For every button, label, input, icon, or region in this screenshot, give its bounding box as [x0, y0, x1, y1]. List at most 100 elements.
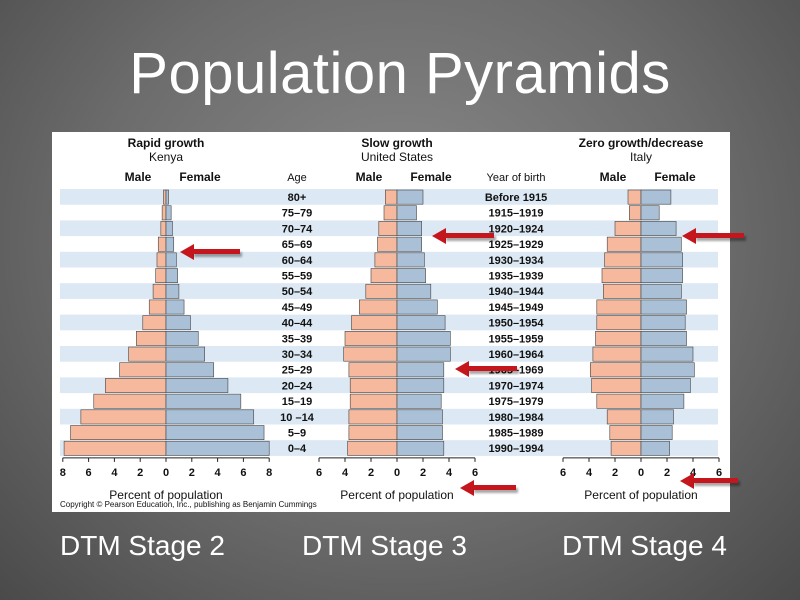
year-label: 1935–1939	[488, 271, 543, 283]
male-bar	[377, 236, 398, 252]
male-bar	[157, 236, 167, 252]
male-bar	[606, 409, 642, 425]
male-bar	[344, 331, 398, 346]
male-bar	[609, 425, 642, 440]
female-bar	[640, 252, 683, 268]
red-arrow-italy-lower	[680, 473, 738, 489]
x-tick-label: 2	[368, 467, 374, 479]
female-bar	[165, 425, 265, 440]
age-label: 65–69	[282, 239, 313, 251]
female-bar	[396, 189, 424, 205]
row-band	[274, 408, 342, 425]
female-bar	[640, 221, 677, 236]
row-band	[274, 377, 342, 394]
year-label: 1940–1944	[488, 286, 544, 298]
x-tick-label: 4	[215, 467, 222, 479]
male-bar	[596, 315, 642, 331]
year-label: 1960–1964	[488, 349, 544, 361]
male-bar	[628, 205, 642, 221]
male-bar	[606, 236, 642, 252]
male-bar	[163, 189, 167, 205]
female-bar	[165, 331, 199, 346]
male-bar	[351, 315, 398, 331]
panel-title: Zero growth/decrease	[579, 136, 704, 150]
female-bar	[640, 393, 685, 409]
female-bar	[396, 362, 445, 378]
male-bar	[348, 409, 398, 425]
year-label: 1950–1954	[488, 318, 544, 330]
row-band	[477, 283, 597, 299]
male-bar	[161, 205, 167, 221]
female-bar	[396, 378, 445, 393]
male-bar	[610, 440, 642, 456]
male-bar	[374, 252, 398, 268]
x-tick-label: 0	[163, 467, 169, 479]
x-tick-label: 6	[716, 467, 722, 479]
row-band	[274, 314, 342, 331]
x-tick-label: 4	[342, 467, 349, 479]
male-bar	[348, 362, 398, 378]
female-bar	[165, 283, 180, 299]
row-band	[274, 189, 342, 205]
female-bar	[165, 393, 242, 409]
age-label: 10 –14	[280, 412, 315, 424]
female-header: Female	[410, 170, 452, 184]
x-tick-label: 8	[266, 467, 272, 479]
male-bar	[136, 331, 167, 346]
male-bar	[614, 221, 642, 236]
row-band	[274, 346, 342, 362]
panel-title: Rapid growth	[128, 136, 205, 150]
male-bar	[596, 299, 642, 315]
female-bar	[165, 189, 169, 205]
age-label: 30–34	[282, 349, 313, 361]
female-bar	[396, 346, 451, 362]
male-header: Male	[125, 170, 152, 184]
slide-title: Population Pyramids	[129, 41, 671, 106]
row-band	[477, 346, 597, 362]
female-bar	[396, 268, 426, 283]
female-bar	[396, 205, 417, 221]
male-bar	[63, 440, 167, 456]
year-label: 1990–1994	[488, 443, 544, 455]
female-bar	[396, 331, 451, 346]
male-bar	[349, 378, 398, 393]
x-tick-label: 6	[316, 467, 322, 479]
year-label: 1980–1984	[488, 412, 544, 424]
red-arrow-kenya	[180, 244, 240, 260]
male-bar	[592, 346, 642, 362]
x-axis-label: Percent of population	[584, 488, 697, 502]
female-bar	[396, 440, 445, 456]
row-band	[477, 408, 597, 425]
male-bar	[155, 268, 167, 283]
male-header: Male	[356, 170, 383, 184]
row-band	[477, 220, 597, 237]
panel-subtitle: Italy	[630, 150, 652, 164]
age-label: 70–74	[282, 223, 313, 235]
x-axis-label: Percent of population	[340, 488, 453, 502]
female-bar	[396, 393, 442, 409]
male-bar	[70, 425, 167, 440]
x-tick-label: 6	[86, 467, 92, 479]
male-bar	[383, 205, 398, 221]
female-bar	[165, 440, 270, 456]
year-label: 1955–1959	[488, 333, 543, 345]
male-bar	[627, 189, 642, 205]
x-tick-label: 8	[60, 467, 66, 479]
red-arrow-us-bottom	[460, 480, 516, 496]
x-tick-label: 2	[420, 467, 426, 479]
female-bar	[165, 236, 175, 252]
female-bar	[396, 315, 446, 331]
male-bar	[348, 425, 398, 440]
female-bar	[396, 409, 443, 425]
caption-stage-4: DTM Stage 4	[562, 530, 727, 561]
x-tick-label: 0	[638, 467, 644, 479]
male-bar	[160, 221, 167, 236]
female-bar	[640, 236, 682, 252]
row-band	[274, 440, 342, 456]
row-band	[477, 251, 597, 268]
copyright-text: Copyright © Pearson Education, Inc., pub…	[60, 500, 317, 509]
age-label: 35–39	[282, 333, 313, 345]
male-bar	[358, 299, 398, 315]
female-bar	[640, 205, 660, 221]
